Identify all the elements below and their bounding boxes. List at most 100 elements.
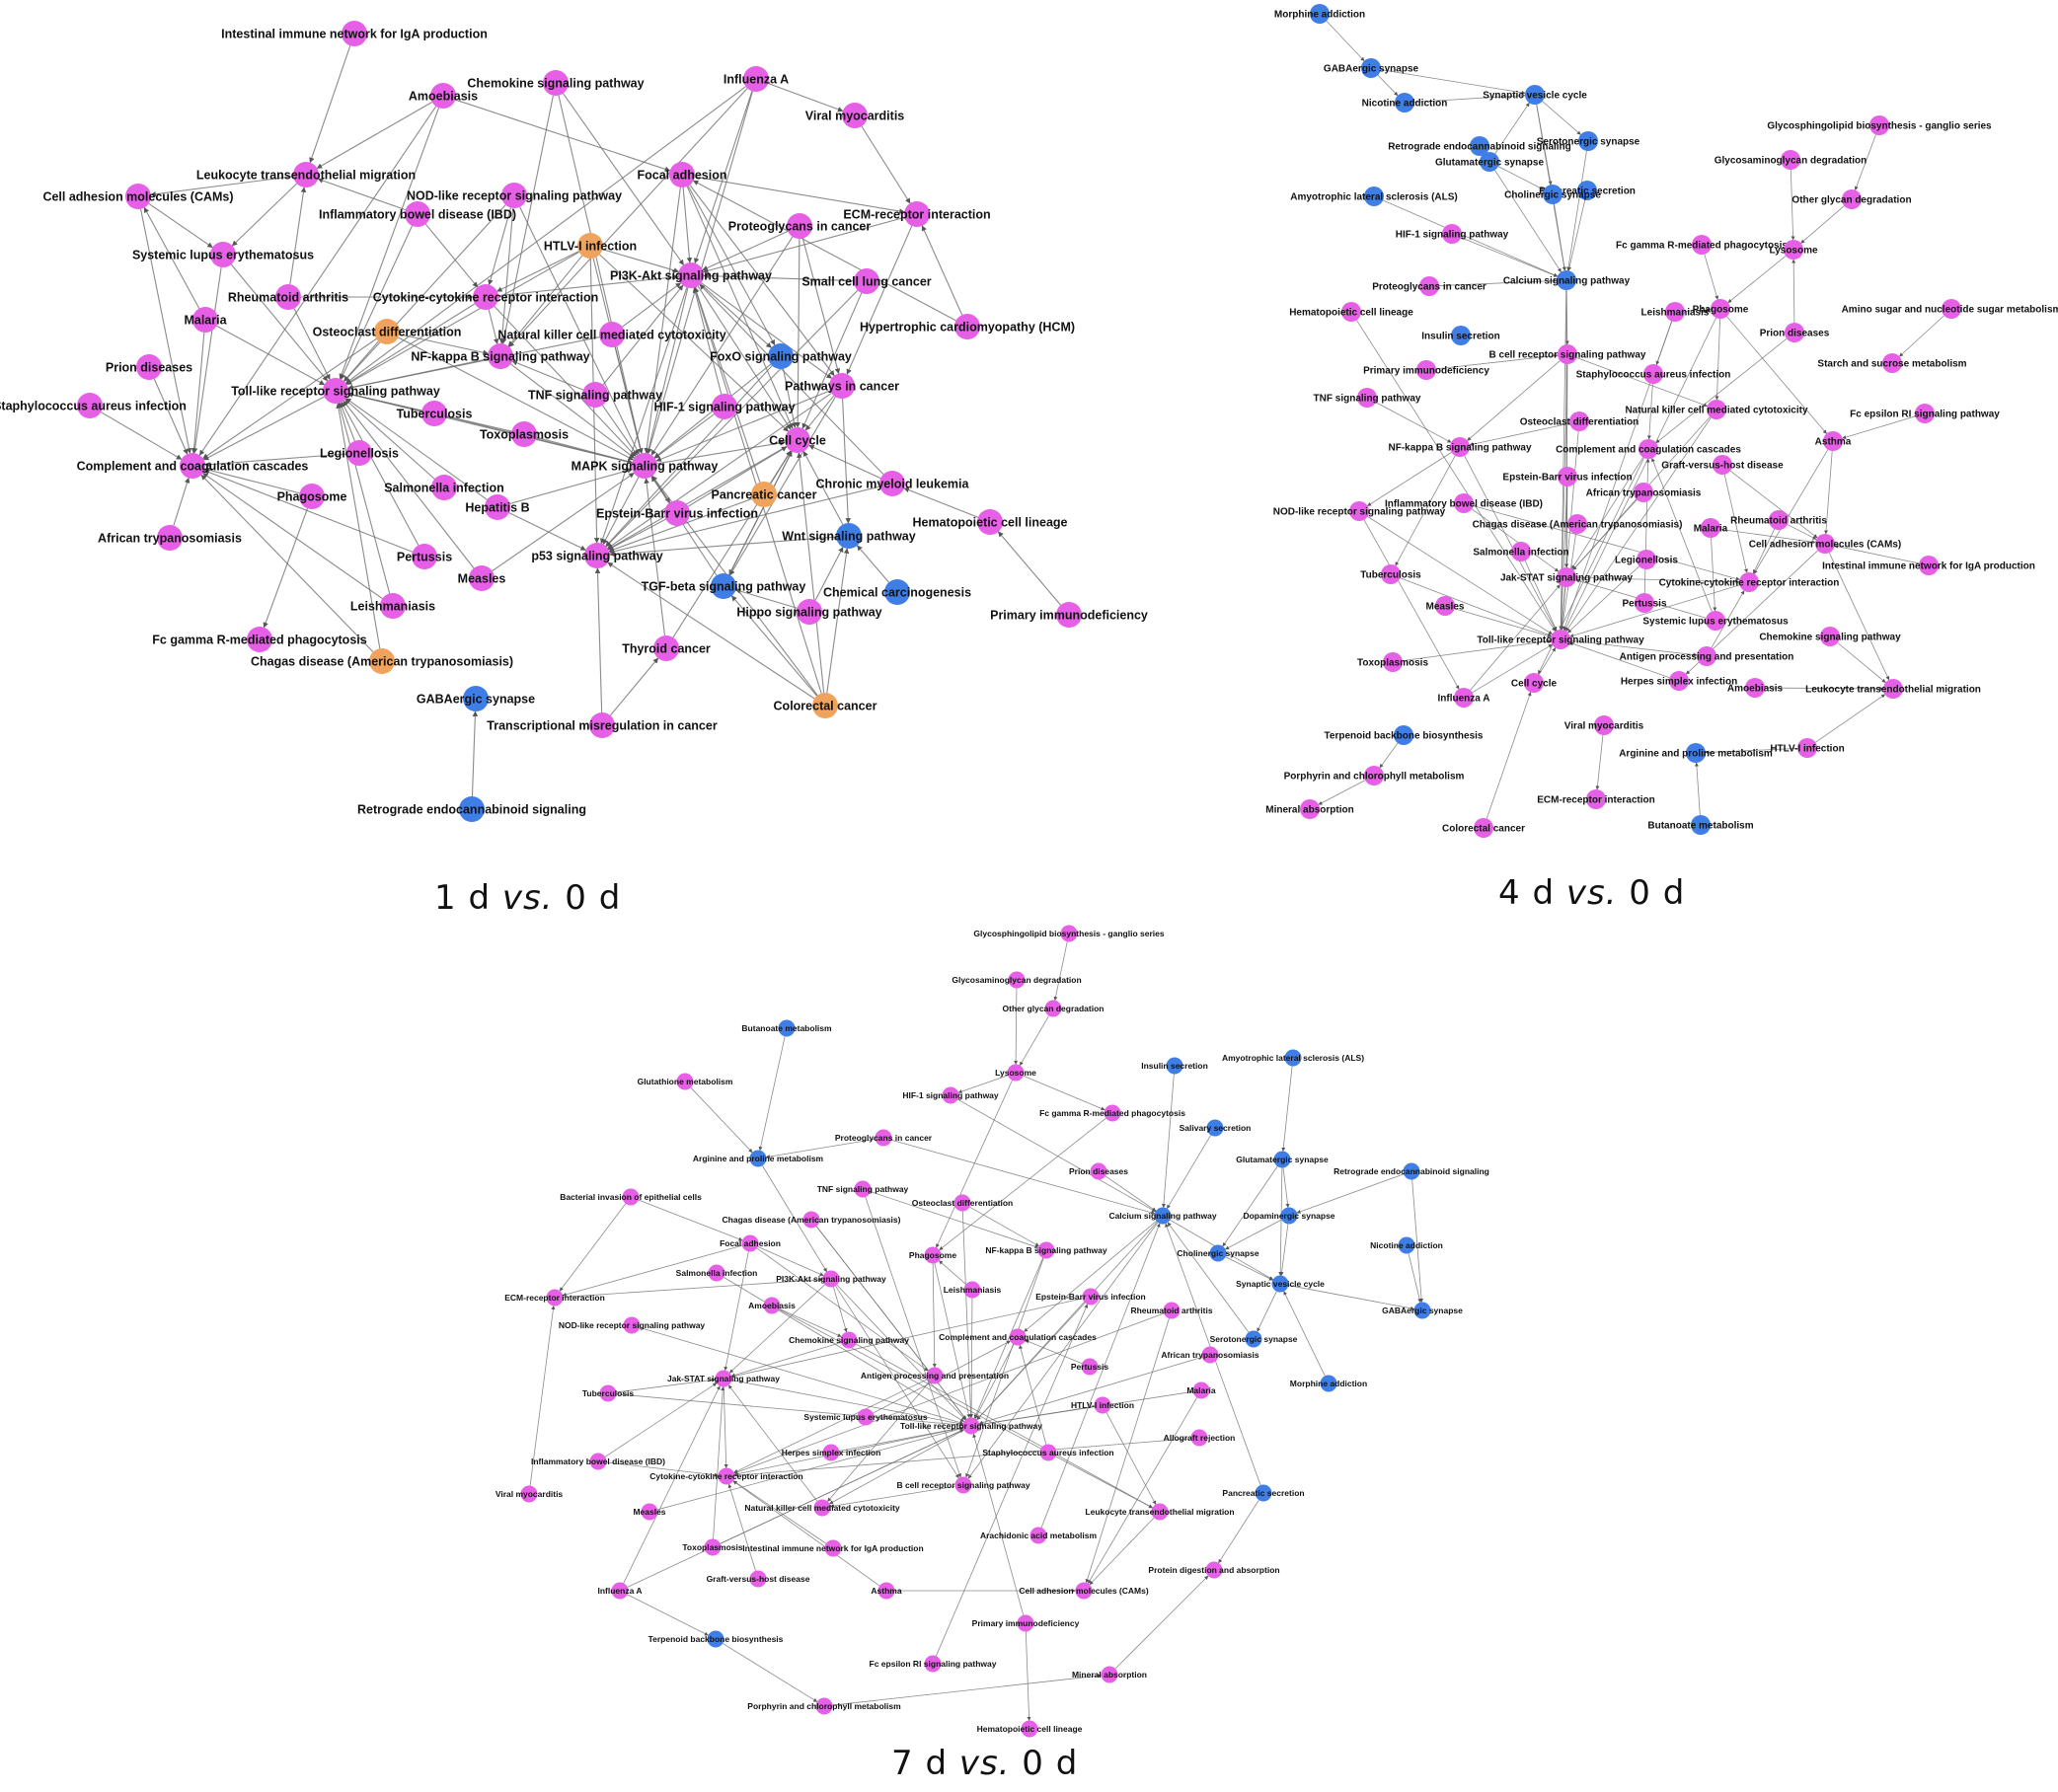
node-a48: Measles: [458, 565, 505, 591]
edge-a8-a10: [694, 176, 905, 214]
node-b12: Cholinergic synapse: [1504, 185, 1601, 204]
node-c70: Primary immunodeficiency: [972, 1614, 1080, 1632]
node-label-b55: Chemokine signaling pathway: [1759, 633, 1901, 643]
edge-b71-b61: [1486, 692, 1532, 819]
node-label-b43: Rheumatoid arthritis: [1730, 516, 1827, 527]
node-circle-c43: [926, 1367, 944, 1384]
node-c47: Malaria: [1186, 1381, 1216, 1399]
edge-c62-c20: [1040, 1223, 1161, 1529]
edge-c39-c44: [730, 1342, 841, 1378]
node-a28: Pathways in cancer: [785, 373, 899, 399]
node-a32: Toxoplasmosis: [480, 421, 569, 447]
edge-a22-a8: [692, 180, 956, 322]
node-circle-c54: [589, 1453, 607, 1470]
node-b71: Colorectal cancer: [1442, 818, 1525, 838]
node-label-c8: Glutathione metabolism: [638, 1077, 733, 1086]
edge-a45-a33: [802, 450, 844, 525]
node-circle-b29: [1357, 388, 1377, 408]
edge-c59-c50: [657, 1427, 964, 1511]
node-circle-b42: [1701, 518, 1720, 538]
node-a7: Cell adhesion molecules (CAMs): [42, 184, 234, 209]
node-b58: Herpes simplex infection: [1621, 671, 1737, 691]
node-label-c3: Other glycan degradation: [1003, 1004, 1105, 1013]
edge-b49-b54: [1560, 586, 1566, 631]
node-label-c33: Epstein-Barr virus infection: [1035, 1292, 1145, 1302]
node-circle-a24: [768, 343, 794, 369]
edge-a28-a45: [842, 398, 851, 524]
node-circle-c36: [1163, 1302, 1181, 1319]
node-a56: Chagas disease (American trypanosomiasis…: [251, 648, 513, 674]
edge-c29-c50: [836, 1284, 966, 1421]
node-circle-c39: [840, 1331, 858, 1349]
node-circle-b23: [1451, 326, 1471, 345]
node-label-c51: Allograft rejection: [1164, 1433, 1236, 1443]
node-label-a49: TGF-beta signaling pathway: [642, 579, 806, 593]
node-circle-c38: [1245, 1330, 1262, 1348]
edge-a9-a36: [519, 206, 640, 455]
edge-c14-c22: [1282, 1167, 1290, 1208]
edge-b57-b54: [1402, 638, 1552, 662]
edge-a38-a26: [344, 399, 435, 480]
node-label-a28: Pathways in cancer: [785, 379, 899, 393]
node-a60: Retrograde endocannabinoid signaling: [357, 796, 586, 822]
edge-a28-a33: [804, 395, 835, 431]
node-label-a34: Legionellosis: [320, 446, 399, 460]
node-label-c17: TNF signaling pathway: [817, 1184, 909, 1194]
node-label-a32: Toxoplasmosis: [480, 427, 569, 441]
node-label-c15: Retrograde endocannabinoid signaling: [1334, 1166, 1489, 1176]
edge-c31-c24: [939, 1260, 966, 1285]
node-c38: Serotonergic synapse: [1210, 1330, 1298, 1348]
node-b47: Intestinal immune network for IgA produc…: [1822, 556, 2035, 575]
node-a58: GABAergic synapse: [417, 686, 535, 711]
edge-a21-a15: [622, 282, 682, 328]
node-circle-a57: [812, 693, 838, 718]
node-circle-c30: [1271, 1275, 1289, 1293]
node-label-a10: ECM-receptor interaction: [843, 207, 990, 221]
node-label-a7: Cell adhesion molecules (CAMs): [42, 189, 233, 203]
edge-b13-b16: [1800, 205, 1845, 244]
edge-c12-c20: [891, 1139, 1156, 1215]
edge-b55-b60: [1837, 642, 1886, 683]
node-c60: Natural killer cell mediated cytotoxicit…: [744, 1499, 900, 1517]
edge-a49-a36: [650, 476, 718, 576]
edge-a15-a47: [600, 287, 688, 545]
node-b4: Nicotine addiction: [1362, 93, 1447, 112]
node-label-a38: Salmonella infection: [384, 481, 504, 494]
node-label-a44: African trypanosomiasis: [98, 531, 242, 545]
edge-c71-c74: [723, 1643, 818, 1702]
edge-b32-b34: [1469, 422, 1570, 447]
edge-b62-b54: [1472, 643, 1553, 694]
edge-c10-c24: [939, 1117, 1106, 1251]
node-label-c66: Graft-versus-host disease: [707, 1574, 810, 1584]
edge-b30-b54: [1565, 417, 1712, 633]
node-circle-c31: [963, 1281, 981, 1299]
node-label-a2: Amoebiasis: [409, 89, 478, 103]
edge-b2-b4: [1377, 74, 1399, 97]
node-a14: HTLV-I infection: [544, 233, 637, 259]
node-a49: TGF-beta signaling pathway: [642, 573, 806, 599]
edge-c29-c44: [728, 1284, 826, 1374]
node-circle-a48: [469, 565, 495, 591]
edge-a3-a15: [563, 93, 684, 265]
edge-a45-a47: [609, 536, 837, 558]
node-b17: Proteoglycans in cancer: [1372, 276, 1486, 296]
node-b22: Amino sugar and nucleotide sugar metabol…: [1842, 299, 2058, 319]
node-c32: ECM-receptor interaction: [504, 1289, 605, 1307]
node-c30: Synaptic vesicle cycle: [1236, 1275, 1325, 1293]
edge-b53-b35: [1651, 457, 1713, 612]
node-label-b69: Mineral absorption: [1265, 805, 1353, 816]
node-circle-b8: [1480, 152, 1499, 172]
node-circle-b15: [1692, 235, 1712, 255]
edge-a3-a23: [500, 95, 554, 344]
edge-b12-b18: [1554, 203, 1566, 271]
edge-a24-a33: [783, 368, 798, 428]
node-circle-a47: [584, 543, 610, 568]
edge-a40-a47: [508, 512, 586, 551]
node-label-b30: Natural killer cell mediated cytotoxicit…: [1625, 406, 1808, 416]
node-label-b40: NOD-like receptor signaling pathway: [1273, 507, 1446, 518]
edge-c67-c71: [627, 1594, 709, 1636]
node-circle-b14: [1442, 224, 1462, 244]
node-label-c25: NF-kappa B signaling pathway: [985, 1245, 1107, 1255]
node-circle-a35: [180, 453, 205, 479]
node-a27: TNF signaling pathway: [528, 382, 662, 408]
